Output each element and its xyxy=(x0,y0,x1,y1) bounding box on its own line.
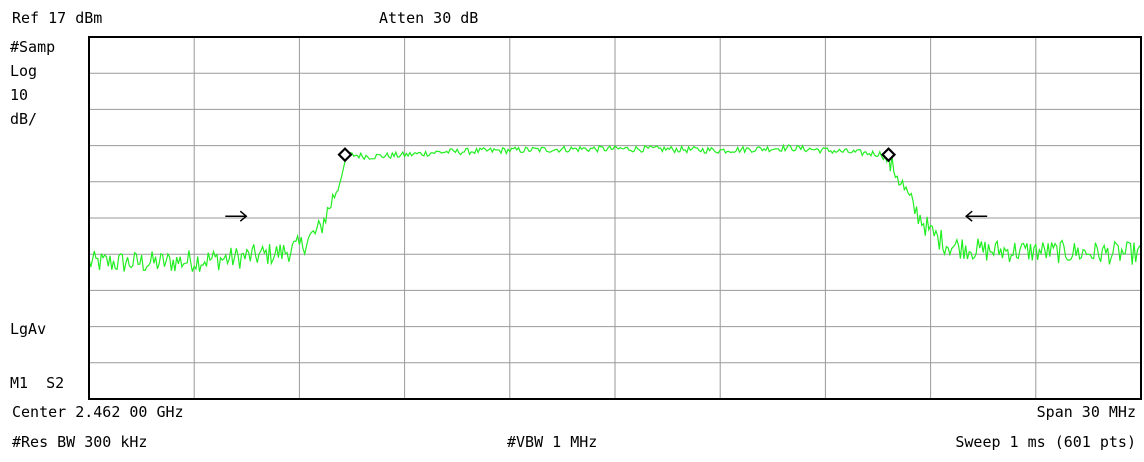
rbw-label: #Res BW 300 kHz xyxy=(12,433,148,451)
grid xyxy=(89,37,1141,399)
trace-line xyxy=(88,143,1142,272)
detector-label: #Samp xyxy=(10,38,56,56)
center-frequency-label: Center 2.462 00 GHz xyxy=(12,403,184,421)
arrow-right-marker xyxy=(225,210,248,222)
marker-layer xyxy=(225,147,988,222)
scale-type-label: Log xyxy=(10,62,38,80)
ref-level-label: Ref 17 dBm xyxy=(12,9,103,27)
marker-mode-label: M1 S2 xyxy=(10,374,65,392)
trace-layer xyxy=(88,143,1142,272)
sweep-label: Sweep 1 ms (601 pts) xyxy=(955,433,1136,451)
plot-frame xyxy=(88,36,1142,400)
scale-value-label: 10 xyxy=(10,86,29,104)
averaging-label: LgAv xyxy=(10,320,47,338)
marker-diamond xyxy=(337,147,353,163)
span-label: Span 30 MHz xyxy=(1036,403,1136,421)
vbw-label: #VBW 1 MHz xyxy=(507,433,598,451)
arrow-left-marker xyxy=(965,210,988,222)
attenuation-label: Atten 30 dB xyxy=(379,9,479,27)
marker-diamond xyxy=(880,147,897,163)
scale-unit-label: dB/ xyxy=(10,110,38,128)
